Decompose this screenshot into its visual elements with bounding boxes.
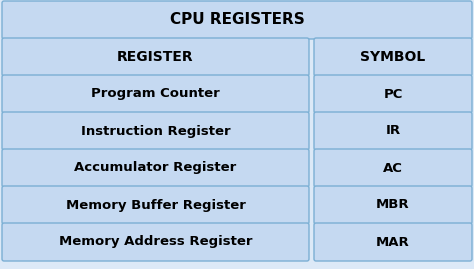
- FancyBboxPatch shape: [314, 38, 472, 76]
- Text: REGISTER: REGISTER: [117, 50, 194, 64]
- Text: Memory Address Register: Memory Address Register: [59, 235, 252, 249]
- Text: SYMBOL: SYMBOL: [360, 50, 426, 64]
- FancyBboxPatch shape: [314, 149, 472, 187]
- Text: Accumulator Register: Accumulator Register: [74, 161, 237, 175]
- Text: Program Counter: Program Counter: [91, 87, 220, 101]
- FancyBboxPatch shape: [2, 149, 309, 187]
- Text: PC: PC: [383, 87, 403, 101]
- Text: CPU REGISTERS: CPU REGISTERS: [170, 12, 304, 27]
- FancyBboxPatch shape: [2, 223, 309, 261]
- Text: AC: AC: [383, 161, 403, 175]
- FancyBboxPatch shape: [314, 186, 472, 224]
- FancyBboxPatch shape: [2, 1, 472, 39]
- FancyBboxPatch shape: [2, 38, 309, 76]
- Text: MAR: MAR: [376, 235, 410, 249]
- FancyBboxPatch shape: [2, 112, 309, 150]
- Text: Memory Buffer Register: Memory Buffer Register: [65, 199, 246, 211]
- Text: MBR: MBR: [376, 199, 410, 211]
- FancyBboxPatch shape: [314, 112, 472, 150]
- FancyBboxPatch shape: [314, 223, 472, 261]
- FancyBboxPatch shape: [2, 75, 309, 113]
- FancyBboxPatch shape: [2, 186, 309, 224]
- Text: IR: IR: [385, 125, 401, 137]
- Text: Instruction Register: Instruction Register: [81, 125, 230, 137]
- FancyBboxPatch shape: [314, 75, 472, 113]
